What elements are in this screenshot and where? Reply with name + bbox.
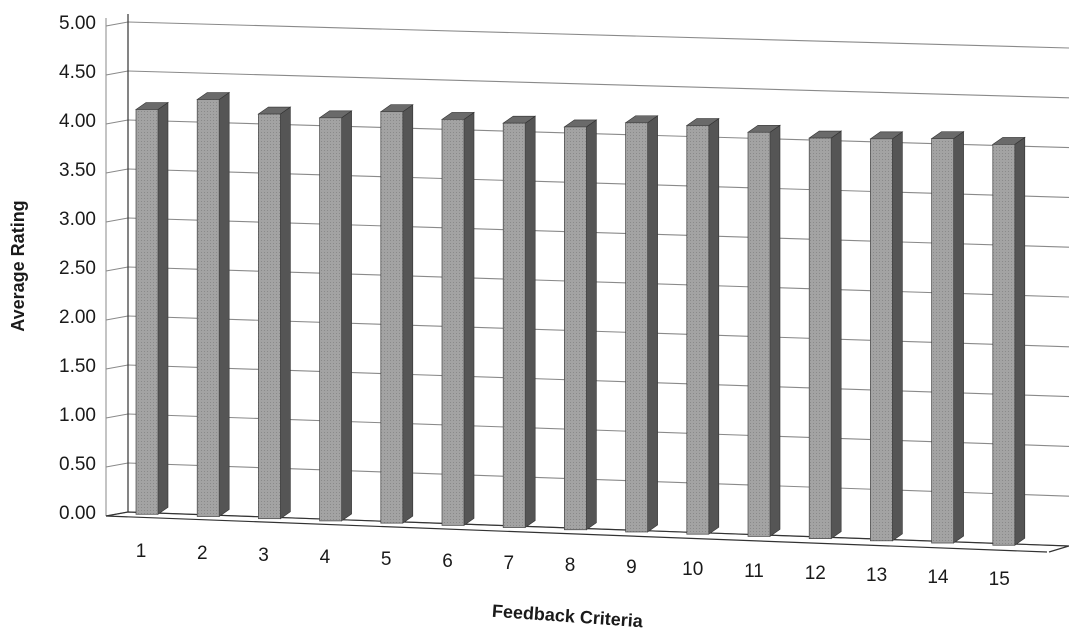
- bar-side: [953, 131, 964, 544]
- bar: [379, 104, 414, 524]
- y-tick-mark: [105, 119, 129, 125]
- bar-front: [135, 109, 159, 515]
- x-tick-label: 2: [197, 543, 208, 564]
- bar-side: [218, 91, 230, 518]
- y-tick-label: 4.00: [59, 111, 96, 132]
- y-tick-label: 1.50: [59, 356, 96, 377]
- bar-front: [196, 99, 220, 517]
- x-axis-line: [105, 515, 1048, 553]
- bar: [502, 115, 537, 529]
- x-tick-label: 11: [744, 561, 764, 582]
- x-tick-label: 14: [927, 567, 949, 588]
- bar: [685, 117, 720, 535]
- x-axis-title: Feedback Criteria: [491, 601, 644, 632]
- x-tick-label: 7: [504, 553, 515, 574]
- floor-edge: [105, 511, 1069, 553]
- bar-front: [747, 131, 771, 537]
- x-tick-label: 1: [136, 541, 147, 562]
- y-tick-mark: [105, 168, 129, 174]
- y-tick-label: 3.00: [59, 209, 96, 230]
- y-tick-label: 2.00: [59, 307, 96, 328]
- bar-side: [1014, 136, 1026, 546]
- gridline: [127, 70, 1069, 99]
- bar-front: [625, 122, 648, 533]
- x-tick-label: 3: [258, 545, 269, 566]
- y-tick-labels: 0.00 0.50 1.00 1.50 2.00 2.50 3.00 3.50 4.00 4.50…: [59, 13, 96, 524]
- y-tick-mark: [105, 70, 129, 76]
- bar-front: [992, 144, 1016, 546]
- x-tick-label: 4: [320, 547, 331, 568]
- y-tick-label: 5.00: [59, 13, 96, 34]
- bar-side: [647, 115, 658, 533]
- bar-front: [380, 111, 404, 524]
- bar: [991, 136, 1026, 546]
- y-tick-label: 4.50: [59, 62, 96, 83]
- y-tick-mark: [105, 266, 129, 272]
- bar-side: [769, 124, 781, 537]
- bar-side: [463, 111, 475, 526]
- bar-side: [341, 110, 352, 522]
- bar-front: [931, 138, 954, 544]
- gridline: [127, 21, 1069, 49]
- bar-side: [586, 119, 597, 531]
- y-tick-mark: [105, 315, 129, 321]
- y-tick-mark: [105, 462, 129, 468]
- y-tick-mark: [105, 364, 129, 370]
- x-tick-label: 5: [381, 549, 392, 570]
- x-tick-label: 6: [442, 551, 453, 572]
- bar-side: [830, 130, 842, 540]
- bar: [441, 111, 475, 526]
- bar-side: [708, 117, 720, 535]
- y-tick-label: 0.50: [59, 454, 96, 475]
- y-tick-label: 0.00: [59, 503, 96, 524]
- bar: [808, 130, 843, 540]
- y-tick-label: 1.00: [59, 405, 96, 426]
- bar-side: [157, 101, 169, 515]
- bar-side: [524, 115, 536, 529]
- y-tick-mark: [105, 413, 129, 419]
- x-tick-label: 15: [989, 569, 1010, 590]
- y-axis-title: Average Rating: [8, 200, 28, 331]
- bar: [869, 131, 904, 542]
- bar: [257, 106, 292, 520]
- bar: [135, 101, 169, 515]
- bar-front: [319, 117, 342, 522]
- y-tick-mark: [105, 21, 129, 27]
- x-tick-labels: 1 2 3 4 5 6 7 8 9 10 11 12 13 14 15: [136, 541, 1010, 590]
- bar-front: [258, 113, 281, 520]
- bar-front: [564, 126, 587, 531]
- bar: [624, 115, 659, 533]
- bar: [318, 110, 353, 522]
- x-tick-label: 9: [626, 557, 637, 578]
- x-tick-label: 12: [805, 563, 826, 584]
- y-tick-mark: [105, 217, 129, 223]
- bar-front: [870, 138, 893, 542]
- bar-front: [686, 125, 710, 535]
- bar-side: [402, 104, 414, 524]
- bar: [747, 124, 781, 537]
- axes: [105, 14, 1069, 553]
- x-tick-label: 10: [682, 559, 703, 580]
- x-tick-label: 13: [866, 565, 887, 586]
- bar: [196, 91, 231, 518]
- bar: [563, 119, 598, 531]
- y-tick-label: 2.50: [59, 258, 96, 279]
- bar-front: [502, 122, 526, 528]
- bar-side: [892, 131, 903, 542]
- bar-side: [280, 106, 291, 520]
- bar: [930, 131, 965, 544]
- bar-front: [441, 119, 465, 526]
- x-tick-label: 8: [565, 555, 576, 576]
- bars: [135, 91, 1026, 546]
- bar-front: [808, 137, 832, 539]
- y-tick-label: 3.50: [59, 160, 96, 181]
